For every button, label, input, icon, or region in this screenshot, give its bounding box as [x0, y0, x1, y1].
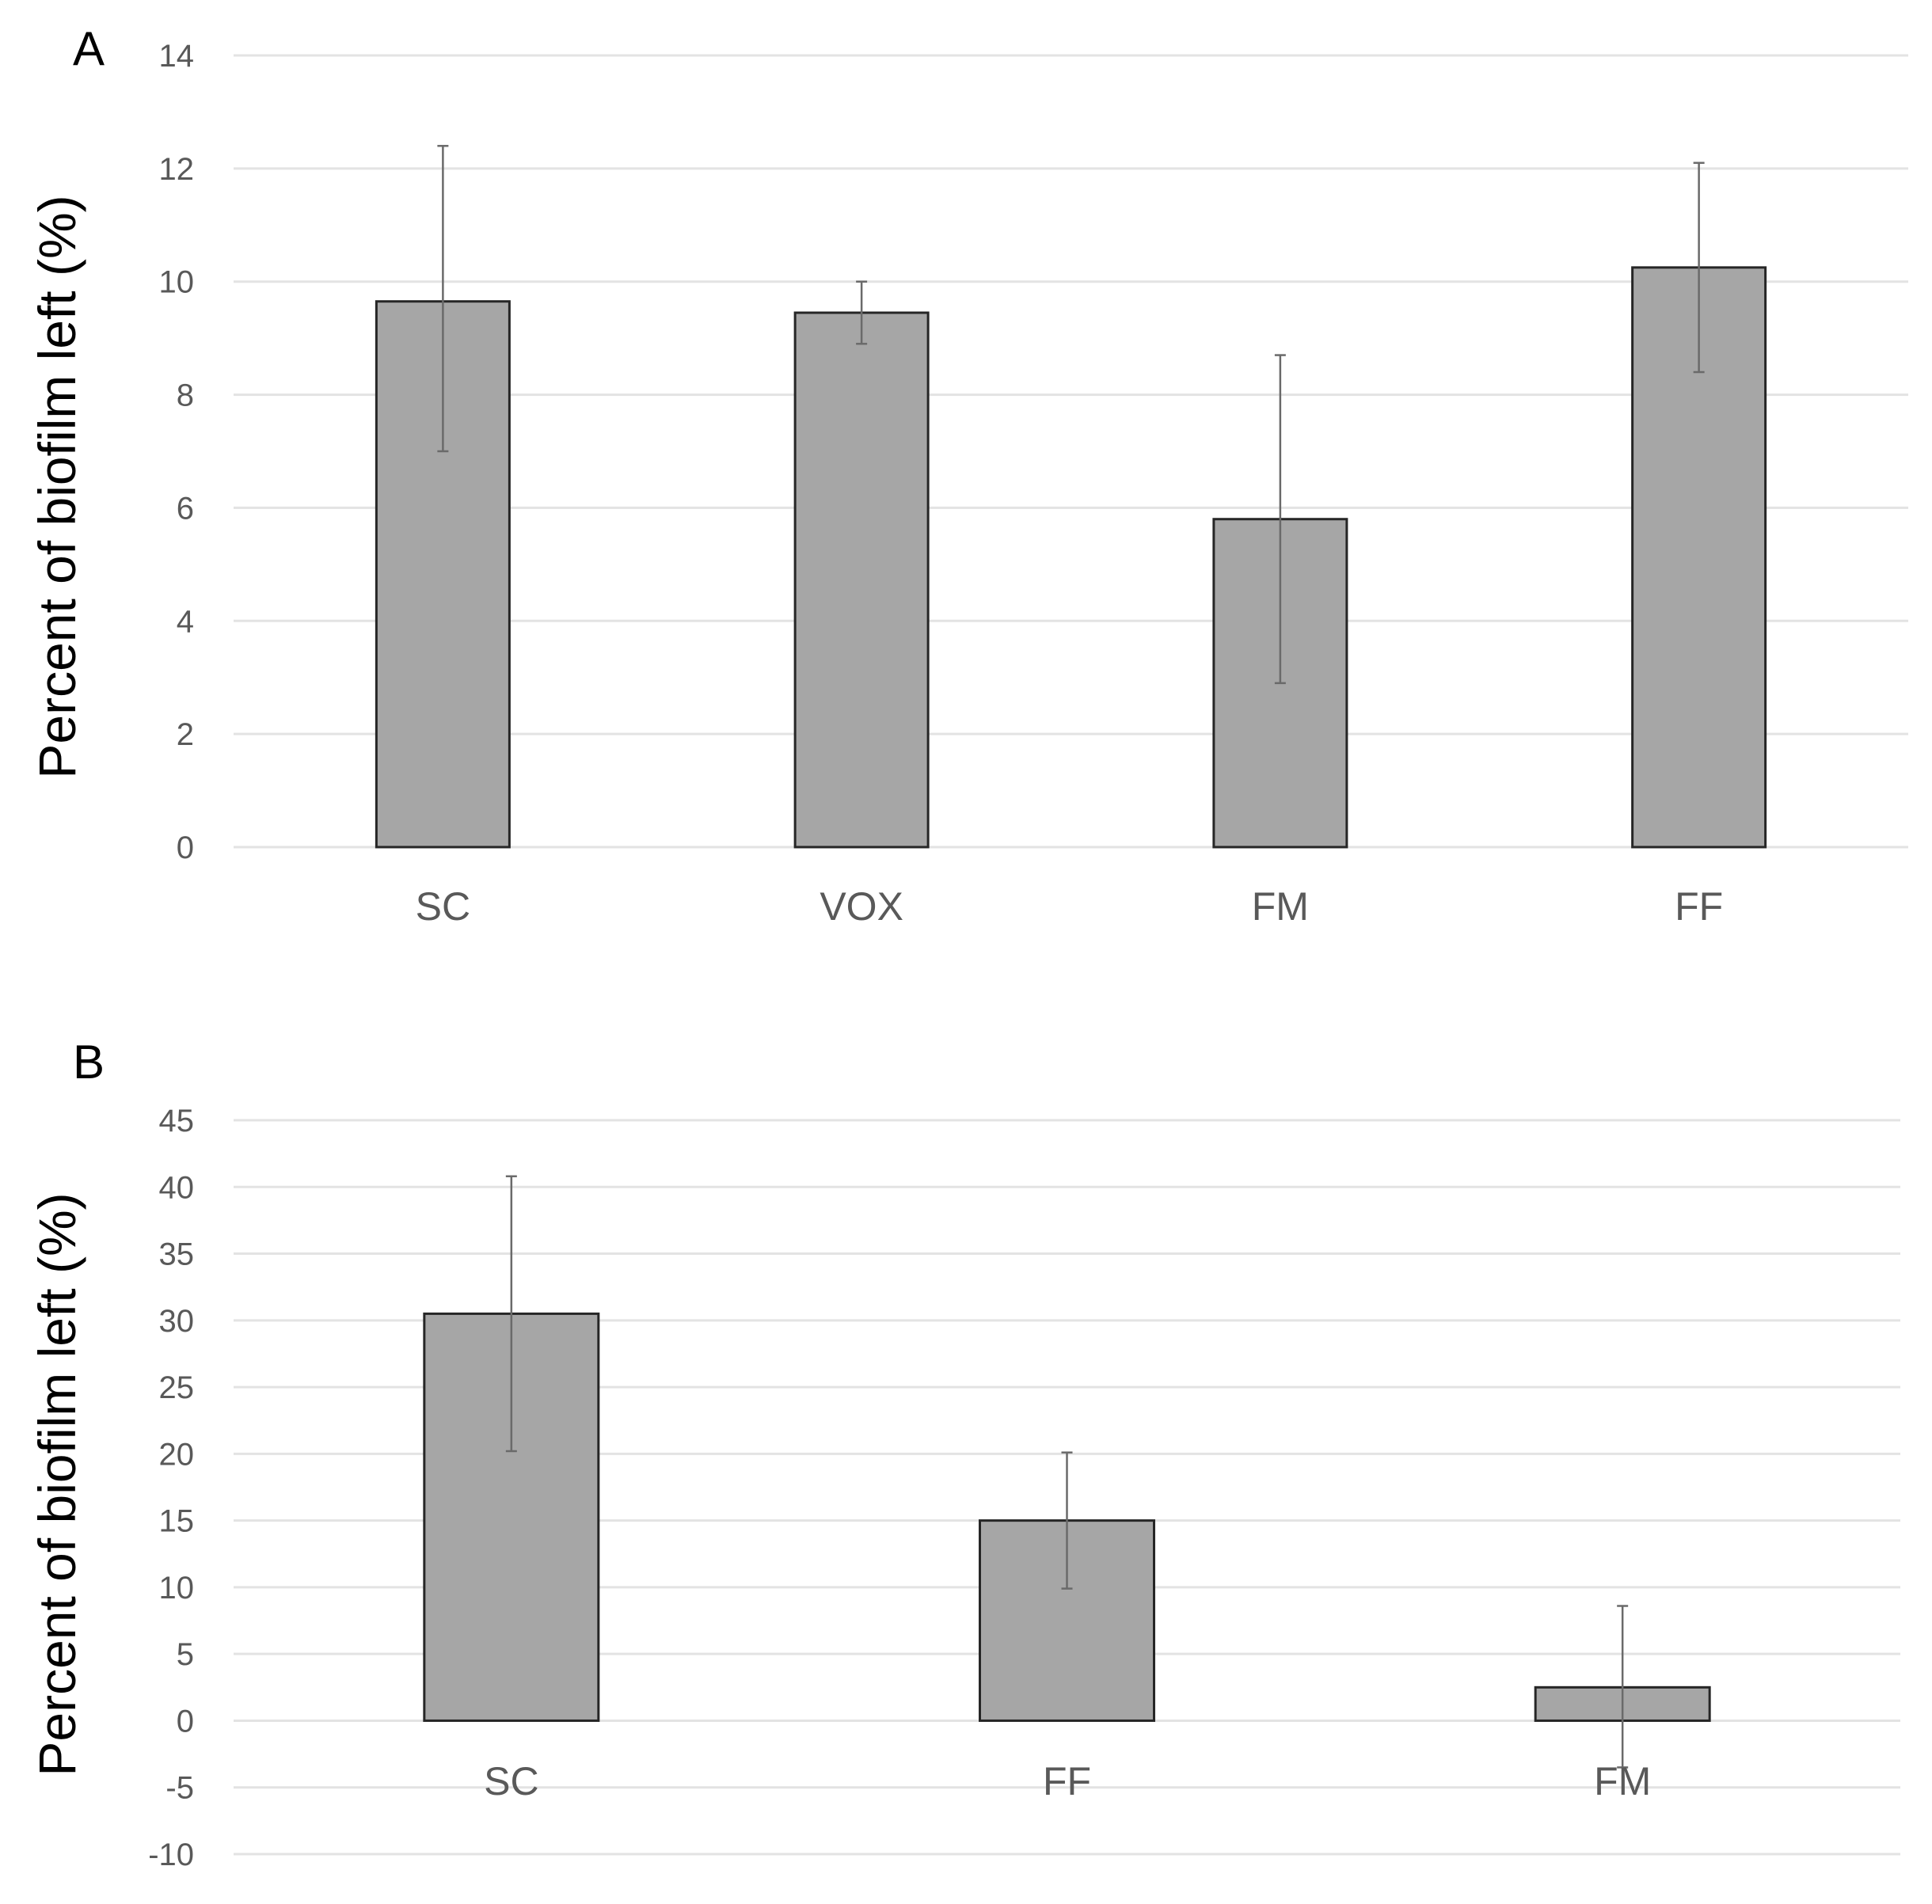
y-tick-label: -5	[165, 1771, 194, 1806]
y-tick-label: 35	[159, 1237, 195, 1272]
y-tick-label: 12	[159, 152, 195, 187]
y-tick-label: 0	[177, 1704, 194, 1739]
panel-letter: A	[73, 22, 105, 75]
y-tick-label: 10	[159, 265, 195, 300]
y-tick-label: 8	[177, 378, 194, 413]
category-label-sc: SC	[416, 884, 470, 929]
y-tick-label: 30	[159, 1304, 195, 1339]
y-tick-label: 14	[159, 39, 195, 74]
category-label-ff: FF	[1043, 1759, 1091, 1803]
y-tick-label: 10	[159, 1571, 195, 1606]
category-label-sc: SC	[484, 1759, 538, 1803]
y-tick-label: 40	[159, 1170, 195, 1205]
category-label-vox: VOX	[820, 884, 903, 929]
y-tick-label: 45	[159, 1104, 195, 1138]
bar-vox	[793, 311, 930, 849]
category-label-ff: FF	[1675, 884, 1723, 929]
category-label-fm: FM	[1252, 884, 1309, 929]
y-tick-label: 6	[177, 491, 194, 526]
y-tick-label: 15	[159, 1504, 195, 1539]
y-tick-label: 2	[177, 717, 194, 752]
y-tick-label: 25	[159, 1370, 195, 1405]
y-tick-label: 4	[177, 604, 194, 639]
y-axis-title: Percent of biofilm left (%)	[28, 1192, 86, 1776]
y-tick-label: 0	[177, 830, 194, 865]
y-tick-label: 20	[159, 1437, 195, 1472]
chart-panel-a: A 0 2 4 6 8 10 12 14 Percent of biofilm left (%) S…	[28, 22, 1908, 929]
chart-panel-b: B -10 -5 0 5 10 15 20 25 30 35 40 45 Percent of biofi…	[28, 1036, 1900, 1872]
y-tick-label: -10	[148, 1837, 194, 1872]
panel-letter: B	[73, 1036, 105, 1089]
category-label-fm: FM	[1594, 1759, 1651, 1803]
y-tick-label: 5	[177, 1637, 194, 1672]
y-axis-title: Percent of biofilm left (%)	[28, 195, 86, 778]
